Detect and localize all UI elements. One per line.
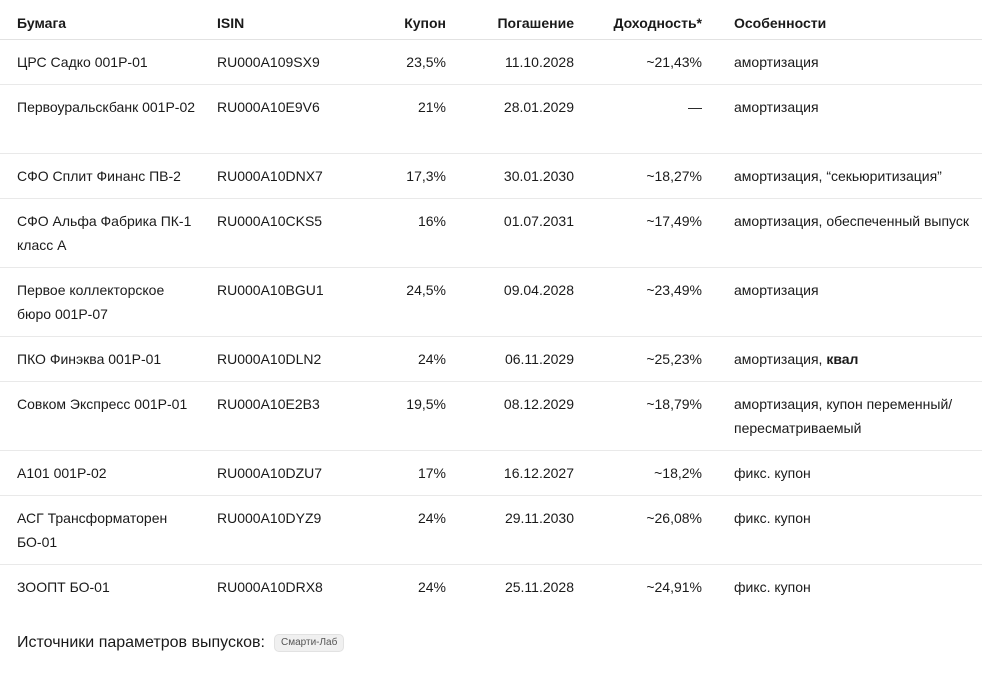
table-row: АСГ Трансформаторен БО-01 RU000A10DYZ9 2…: [0, 496, 982, 565]
bond-features: фикс. купон: [734, 579, 811, 595]
bond-maturity: 29.11.2030: [504, 510, 574, 526]
table-row: Первоуральскбанк 001Р-02 RU000A10E9V6 21…: [0, 85, 982, 154]
bond-yield: ~24,91%: [646, 579, 702, 595]
table-row: А101 001Р-02 RU000A10DZU7 17% 16.12.2027…: [0, 451, 982, 496]
bond-name: АСГ Трансформаторен БО-01: [17, 510, 168, 550]
bond-coupon: 24,5%: [406, 282, 446, 298]
bond-features: амортизация, “секьюритизация”: [734, 168, 942, 184]
table-row: Совком Экспресс 001Р-01 RU000A10E2B3 19,…: [0, 382, 982, 451]
bond-name: Первоуральскбанк 001Р-02: [17, 99, 196, 115]
bond-yield: ~21,43%: [646, 54, 702, 70]
qualified-investor-tag: квал: [826, 351, 859, 367]
bond-maturity: 01.07.2031: [503, 213, 574, 229]
bond-coupon: 24%: [417, 351, 446, 367]
bond-isin: RU000A10DNX7: [217, 168, 323, 184]
bond-name: Совком Экспресс 001Р-01: [17, 396, 188, 412]
bond-isin: RU000A10CKS5: [217, 213, 323, 229]
bond-features: амортизация, купон переменный/ пересматр…: [734, 396, 953, 436]
header-maturity: Погашение: [497, 15, 574, 31]
bond-coupon: 17%: [417, 465, 446, 481]
bond-coupon: 23,5%: [406, 54, 446, 70]
bond-name: ЦРС Садко 001Р-01: [17, 54, 148, 70]
bond-maturity: 28.01.2029: [503, 99, 574, 115]
sources-label: Источники параметров выпусков:: [17, 634, 265, 651]
bond-name: СФО Альфа Фабрика ПК-1 класс А: [17, 213, 192, 253]
table-row: ЦРС Садко 001Р-01 RU000A109SX9 23,5% 11.…: [0, 40, 982, 85]
bond-name: ПКО Финэква 001Р-01: [17, 351, 162, 367]
bond-yield: ~26,08%: [646, 510, 702, 526]
bond-maturity: 09.04.2028: [503, 282, 574, 298]
bond-maturity: 25.11.2028: [504, 579, 574, 595]
header-name: Бумага: [17, 15, 67, 31]
bond-yield: ~17,49%: [646, 213, 702, 229]
bond-yield: ~23,49%: [646, 282, 702, 298]
bond-features: амортизация: [734, 54, 819, 70]
bond-yield: —: [688, 99, 702, 115]
bond-name: ЗООПТ БО-01: [17, 579, 110, 595]
header-yield: Доходность*: [613, 15, 702, 31]
bond-isin: RU000A10DYZ9: [217, 510, 322, 526]
bond-isin: RU000A10DRX8: [217, 579, 323, 595]
bond-name: СФО Сплит Финанс ПВ-2: [17, 168, 181, 184]
bond-coupon: 24%: [417, 510, 446, 526]
bond-yield: ~18,2%: [654, 465, 702, 481]
bond-features: амортизация, квал: [734, 347, 982, 371]
bond-isin: RU000A10DZU7: [217, 465, 323, 481]
bond-yield: ~25,23%: [646, 351, 702, 367]
bond-maturity: 08.12.2029: [503, 396, 574, 412]
bond-features-text: амортизация,: [734, 351, 827, 367]
source-chip[interactable]: Смарти-Лаб: [274, 634, 345, 652]
bond-isin: RU000A10DLN2: [217, 351, 322, 367]
header-coupon: Купон: [404, 15, 446, 31]
bond-features: амортизация: [734, 282, 819, 298]
bond-features: фикс. купон: [734, 465, 811, 481]
bond-maturity: 30.01.2030: [503, 168, 574, 184]
bond-coupon: 17,3%: [406, 168, 446, 184]
bond-isin: RU000A109SX9: [217, 54, 320, 70]
bond-isin: RU000A10E9V6: [217, 99, 320, 115]
bond-features: фикс. купон: [734, 510, 811, 526]
bond-maturity: 11.10.2028: [504, 54, 574, 70]
bond-coupon: 21%: [417, 99, 446, 115]
bonds-table: Бумага ISIN Купон Погашение Доходность* …: [0, 0, 982, 610]
sources-footer: Источники параметров выпусков: Смарти-Ла…: [17, 634, 345, 652]
bond-coupon: 24%: [417, 579, 446, 595]
table-row: Первое коллекторское бюро 001Р-07 RU000A…: [0, 268, 982, 337]
bond-name: Первое коллекторское бюро 001Р-07: [17, 282, 165, 322]
bond-features: амортизация: [734, 99, 819, 115]
table-header: Бумага ISIN Купон Погашение Доходность* …: [0, 0, 982, 40]
bond-maturity: 16.12.2027: [503, 465, 574, 481]
header-features: Особенности: [734, 15, 827, 31]
bond-name: А101 001Р-02: [17, 465, 107, 481]
bond-yield: ~18,27%: [646, 168, 702, 184]
bond-maturity: 06.11.2029: [504, 351, 574, 367]
bond-coupon: 19,5%: [406, 396, 446, 412]
header-isin: ISIN: [217, 15, 245, 31]
table-row: СФО Альфа Фабрика ПК-1 класс А RU000A10C…: [0, 199, 982, 268]
bond-features: амортизация, обеспеченный выпуск: [734, 213, 970, 229]
bond-yield: ~18,79%: [646, 396, 702, 412]
bond-coupon: 16%: [417, 213, 446, 229]
table-row: СФО Сплит Финанс ПВ-2 RU000A10DNX7 17,3%…: [0, 154, 982, 199]
table-row: ЗООПТ БО-01 RU000A10DRX8 24% 25.11.2028 …: [0, 565, 982, 610]
table-row: ПКО Финэква 001Р-01 RU000A10DLN2 24% 06.…: [0, 337, 982, 382]
bond-isin: RU000A10E2B3: [217, 396, 320, 412]
bond-isin: RU000A10BGU1: [217, 282, 324, 298]
